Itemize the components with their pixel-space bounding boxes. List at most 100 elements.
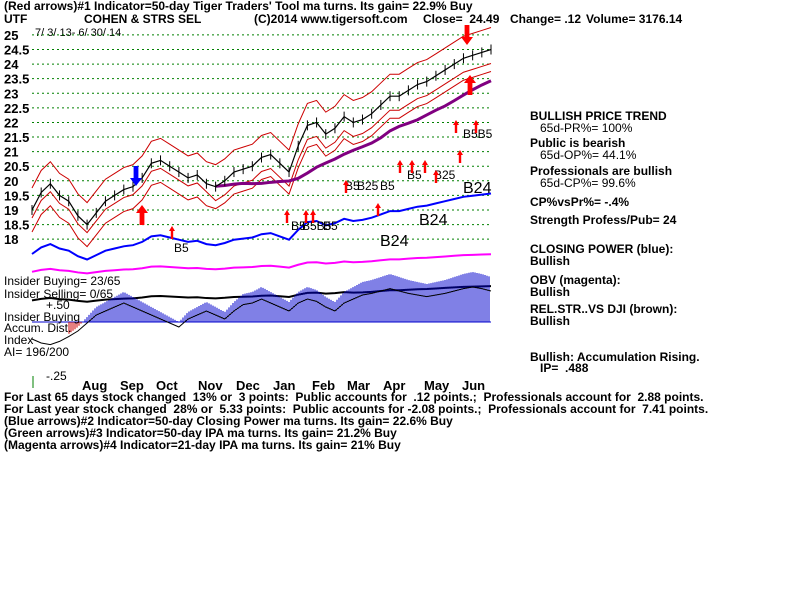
signal-arrow-icon <box>136 205 149 225</box>
signal-label-b5: B5 <box>345 179 360 193</box>
inner-band-line <box>31 63 492 234</box>
right-panel-line: Bullish: Accumulation Rising. <box>530 350 700 364</box>
moving-average-line <box>215 79 492 188</box>
signal-arrow-icon <box>473 120 479 133</box>
plus-50-label: +.50 <box>46 298 70 312</box>
y-tick-label: 25 <box>4 28 18 43</box>
y-tick-label: 23 <box>4 86 18 101</box>
price-line <box>31 48 492 226</box>
right-panel-line: CLOSING POWER (blue): <box>530 242 674 256</box>
x-tick-label: Aug <box>82 378 107 393</box>
change-value: Change= .12 <box>510 12 582 26</box>
right-panel-line: BULLISH PRICE TREND <box>530 109 667 123</box>
x-tick-label: Nov <box>198 378 223 393</box>
signal-label-b24: B24 <box>419 212 448 229</box>
insider-selling-label: Insider Selling= 0/65 <box>4 287 114 301</box>
upper-band-line <box>31 27 492 204</box>
y-tick-label: 22.5 <box>4 101 29 116</box>
signal-arrow-icon <box>409 160 415 173</box>
signal-arrow-icon <box>397 160 403 173</box>
y-tick-label: 22 <box>4 115 18 130</box>
minus-25-label: -.25 <box>46 369 67 383</box>
footer-line: (Blue arrows)#2 Indicator=50-day Closing… <box>4 414 453 428</box>
signal-arrow-icon <box>169 226 175 239</box>
signal-label-b5: B5 <box>407 168 422 182</box>
right-panel-line: IP= .488 <box>530 361 589 375</box>
footer-line: (Green arrows)#3 Indicator=50-day IPA ma… <box>4 426 397 440</box>
right-panel-line: OBV (magenta): <box>530 273 621 287</box>
signal-arrow-icon <box>130 166 143 186</box>
y-tick-label: 19 <box>4 203 18 218</box>
signal-label-b5b5: B5B5 <box>463 127 493 141</box>
y-tick-label: 18.5 <box>4 218 29 233</box>
signal-arrow-icon <box>461 25 473 45</box>
y-tick-label: 21.5 <box>4 130 29 145</box>
y-tick-label: 20 <box>4 174 18 189</box>
indicator-title: (Red arrows)#1 Indicator=50-day Tiger Tr… <box>4 0 473 13</box>
right-panel-line: Bullish <box>530 285 571 299</box>
stock-name: COHEN & STRS SEL <box>84 12 202 26</box>
y-tick-label: 23.5 <box>4 72 29 87</box>
date-range: 7/ 3/ 13- 6/ 30/ 14 <box>35 27 122 39</box>
signal-label-b5: B5 <box>174 241 189 255</box>
footer-line: (Magenta arrows)#4 Indicator=21-day IPA … <box>4 438 401 452</box>
signal-label-b25: B25 <box>434 168 456 182</box>
signal-arrow-icon <box>284 210 290 223</box>
y-tick-label: 21 <box>4 145 18 160</box>
y-tick-label: 24.5 <box>4 43 29 58</box>
signal-label-b25: B25 <box>357 179 379 193</box>
signal-arrow-icon <box>433 170 439 183</box>
close-value: Close= 24.49 <box>423 12 500 26</box>
signal-label-b5: B5 <box>291 219 306 233</box>
signal-arrow-icon <box>453 120 459 133</box>
x-tick-label: Dec <box>236 378 260 393</box>
footer-line: For Last 65 days stock changed 13% or 3 … <box>4 390 704 404</box>
right-panel-line: Bullish <box>530 314 571 328</box>
x-tick-label: Mar <box>347 378 370 393</box>
signal-arrow-icon <box>464 75 476 95</box>
signal-arrow-icon <box>422 160 428 173</box>
y-tick-label: 19.5 <box>4 188 29 203</box>
right-panel-line: Professionals are bullish <box>530 164 673 178</box>
signal-arrow-icon <box>343 180 349 193</box>
copyright-label: (C)2014 www.tigersoft.com <box>254 12 408 26</box>
signal-label-b5: B5 <box>323 219 338 233</box>
right-panel-line: CP%vsPr%= -.4% <box>530 195 630 209</box>
signal-label-b24: B24 <box>380 233 409 250</box>
signal-label-b24: B24 <box>463 180 492 197</box>
y-tick-label: 18 <box>4 232 18 247</box>
right-panel-line: Strength Profess/Pub= 24 <box>530 213 677 227</box>
y-tick-label: 24 <box>4 57 19 72</box>
signal-label-b5: B5 <box>380 179 395 193</box>
right-panel-line: Bullish <box>530 254 571 268</box>
x-tick-label: Feb <box>312 378 335 393</box>
obv-line <box>31 253 492 275</box>
insider-buying-label-2: Insider Buying <box>4 310 81 324</box>
ai-label: AI= 196/200 <box>4 345 70 359</box>
symbol-label: UTF <box>4 12 28 26</box>
x-tick-label: May <box>424 378 450 393</box>
index-label: Index <box>4 333 34 347</box>
footer-line: For Last year stock changed 28% or 5.33 … <box>4 402 709 416</box>
signal-arrow-icon <box>303 210 309 223</box>
x-tick-label: Jun <box>462 378 485 393</box>
right-panel-line: 65d-CP%= 99.6% <box>530 176 636 190</box>
right-panel-line: Public is bearish <box>530 136 626 150</box>
accum-dist-label: Accum. Dist. <box>4 321 72 335</box>
y-tick-label: 20.5 <box>4 159 29 174</box>
insider-buying-label: Insider Buying= 23/65 <box>4 274 121 288</box>
right-panel-line: REL.STR..VS DJI (brown): <box>530 302 678 316</box>
x-tick-label: Oct <box>156 378 178 393</box>
x-tick-label: Apr <box>383 378 405 393</box>
accum-ma-line <box>31 286 492 346</box>
right-panel-line: 65d-OP%= 44.1% <box>530 148 637 162</box>
closing-power-line <box>31 192 492 261</box>
x-tick-label: Sep <box>120 378 144 393</box>
signal-arrow-icon <box>310 210 316 223</box>
signal-label-b5b5: B5B5 <box>302 219 332 233</box>
signal-arrow-icon <box>375 203 381 216</box>
lower-band-line <box>31 71 492 248</box>
volume-value: Volume= 3176.14 <box>586 12 683 26</box>
right-panel-line: 65d-PR%= 100% <box>530 121 633 135</box>
